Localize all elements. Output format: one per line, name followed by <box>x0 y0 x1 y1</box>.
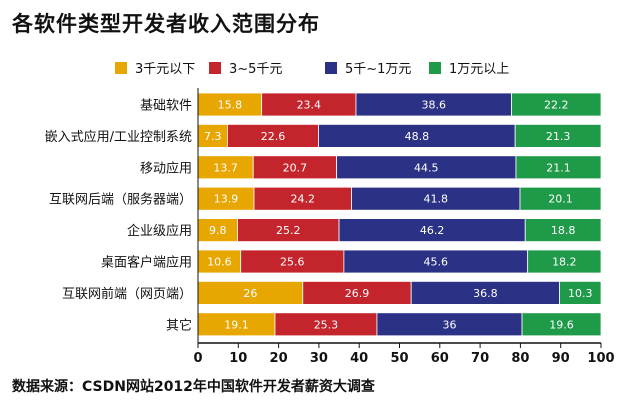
value-label: 10.3 <box>568 287 593 300</box>
x-tick-label: 40 <box>350 351 368 366</box>
value-label: 13.7 <box>213 161 238 174</box>
x-tick-label: 50 <box>390 351 408 366</box>
value-label: 22.2 <box>544 99 569 112</box>
value-label: 21.1 <box>546 161 571 174</box>
value-label: 48.8 <box>405 130 430 143</box>
value-label: 24.2 <box>291 193 316 206</box>
legend-label-2: 5千~1万元 <box>345 62 411 77</box>
value-label: 19.6 <box>549 318 574 331</box>
category-label: 嵌入式应用/工业控制系统 <box>45 129 192 145</box>
bar-segment <box>524 218 602 243</box>
value-label: 38.6 <box>422 99 447 112</box>
value-label: 25.6 <box>280 256 305 269</box>
x-tick-label: 30 <box>310 351 328 366</box>
bar-segment <box>527 249 602 274</box>
bar-segment <box>511 92 602 117</box>
value-label: 9.8 <box>209 224 227 237</box>
category-label: 其它 <box>166 317 192 333</box>
x-tick-label: 90 <box>552 351 570 366</box>
value-label: 22.6 <box>261 130 286 143</box>
value-label: 19.1 <box>224 318 249 331</box>
category-label: 基础软件 <box>140 99 192 114</box>
value-label: 45.6 <box>424 256 449 269</box>
category-label: 企业级应用 <box>127 223 192 239</box>
value-label: 18.2 <box>552 256 577 269</box>
legend-swatch-0 <box>115 62 127 74</box>
value-label: 26 <box>243 287 257 300</box>
x-tick-label: 20 <box>270 351 288 366</box>
plot-area: 基础软件 15.8 23.4 38.6 22.2 嵌入式应用/工业控制系统 7.3 22.6 4… <box>45 92 602 337</box>
value-label: 21.3 <box>546 130 571 143</box>
value-label: 25.2 <box>276 224 301 237</box>
value-label: 44.5 <box>414 161 439 174</box>
x-axis: 0 10 20 30 40 50 60 70 80 90 100 <box>193 88 615 366</box>
legend-swatch-3 <box>429 62 441 74</box>
value-label: 23.4 <box>297 99 322 112</box>
category-label: 互联网前端（网页端） <box>62 286 192 302</box>
value-label: 36.8 <box>473 287 498 300</box>
bar-segment <box>519 186 602 211</box>
x-tick-label: 70 <box>471 351 489 366</box>
bar-segment <box>521 312 602 337</box>
x-tick-label: 100 <box>587 351 614 366</box>
legend-label-1: 3~5千元 <box>229 62 282 77</box>
category-label: 桌面客户端应用 <box>101 255 192 271</box>
value-label: 20.7 <box>283 161 308 174</box>
x-tick-label: 10 <box>229 351 247 366</box>
value-label: 15.8 <box>218 99 243 112</box>
legend-label-3: 1万元以上 <box>449 62 509 77</box>
value-label: 10.6 <box>207 256 232 269</box>
value-label: 26.9 <box>345 287 370 300</box>
value-label: 20.1 <box>548 193 573 206</box>
chart-title: 各软件类型开发者收入范围分布 <box>12 12 320 36</box>
value-label: 18.8 <box>551 224 576 237</box>
value-label: 36 <box>442 318 456 331</box>
legend-swatch-1 <box>209 62 221 74</box>
x-tick-label: 0 <box>193 351 202 366</box>
x-tick-label: 80 <box>511 351 529 366</box>
value-label: 7.3 <box>204 130 222 143</box>
value-label: 41.8 <box>424 193 449 206</box>
legend: 3千元以下 3~5千元 5千~1万元 1万元以上 <box>115 62 509 77</box>
value-label: 25.3 <box>314 318 339 331</box>
category-label: 移动应用 <box>140 160 192 176</box>
legend-label-0: 3千元以下 <box>135 62 195 77</box>
value-label: 46.2 <box>420 224 445 237</box>
bar-segment <box>514 124 602 148</box>
x-tick-label: 60 <box>431 351 449 366</box>
category-label: 互联网后端（服务器端） <box>49 192 192 208</box>
bar-segment <box>515 155 602 180</box>
source-note: 数据来源：CSDN网站2012年中国软件开发者薪资大调查 <box>12 379 375 395</box>
value-label: 13.9 <box>214 193 239 206</box>
legend-swatch-2 <box>325 62 337 74</box>
bar-segment <box>559 280 602 305</box>
